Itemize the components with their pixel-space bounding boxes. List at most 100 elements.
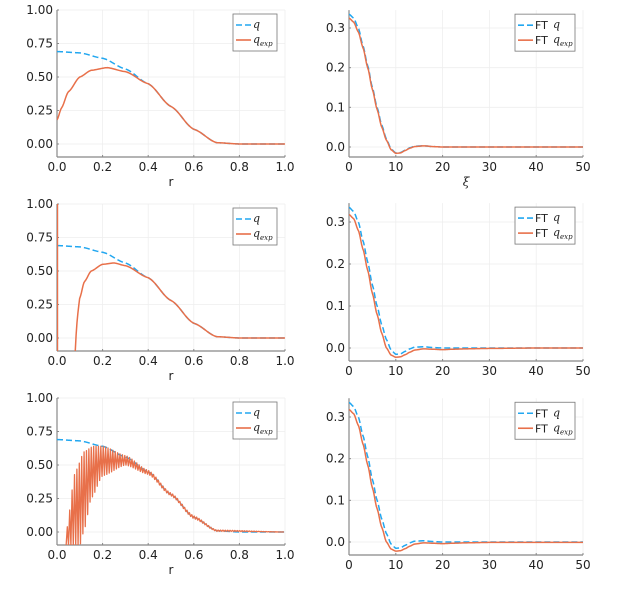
legend-label-prefix: FT bbox=[535, 19, 548, 32]
legend-label: q bbox=[253, 406, 260, 419]
series-q_exp bbox=[57, 66, 285, 145]
legend-label: q bbox=[253, 33, 260, 46]
x-tick-label: 0.0 bbox=[47, 354, 66, 368]
legend-label-prefix: FT bbox=[535, 407, 548, 420]
y-tick-label: 1.00 bbox=[26, 3, 53, 17]
legend-label-subscript: exp bbox=[560, 428, 573, 436]
x-tick-label: 10 bbox=[388, 160, 403, 174]
series-q bbox=[57, 244, 285, 339]
y-tick-label: 0.25 bbox=[26, 492, 53, 506]
series-ft-q_exp bbox=[349, 213, 583, 358]
legend: qq exp bbox=[232, 207, 278, 246]
legend: FT qFT q exp bbox=[514, 13, 576, 52]
x-tick-label: 50 bbox=[575, 160, 590, 174]
x-tick-label: 0.6 bbox=[184, 160, 203, 174]
legend-label: q bbox=[553, 421, 560, 434]
x-tick-label: 40 bbox=[529, 160, 544, 174]
y-tick-label: 0.00 bbox=[26, 525, 53, 539]
series-group bbox=[349, 401, 583, 552]
subplot-row3-left: 0.0 0.2 0.4 0.6 0.8 1.0 0.00 0.25 0.50 0.75 1.00 r q… bbox=[26, 391, 294, 577]
x-tick-label: 30 bbox=[482, 364, 497, 378]
legend-label: q bbox=[553, 211, 560, 224]
legend-label: q bbox=[253, 212, 260, 225]
x-tick-label: 0 bbox=[345, 160, 353, 174]
series-group bbox=[57, 50, 285, 145]
y-tick-label: 0.0 bbox=[326, 535, 345, 549]
y-tick-label: 0.50 bbox=[26, 70, 53, 84]
legend-label-subscript: exp bbox=[560, 233, 573, 241]
x-tick-label: 1.0 bbox=[275, 548, 294, 562]
x-tick-label: 0.6 bbox=[184, 354, 203, 368]
y-tick-label: 0.75 bbox=[26, 425, 53, 439]
series-group bbox=[57, 204, 285, 351]
x-tick-label: 0.6 bbox=[184, 548, 203, 562]
legend: FT qFT q exp bbox=[514, 401, 576, 440]
y-tick-label: 0.3 bbox=[326, 215, 345, 229]
x-tick-label: 0.4 bbox=[139, 160, 158, 174]
x-tick-label: 0.2 bbox=[93, 354, 112, 368]
y-tick-label: 1.00 bbox=[26, 391, 53, 405]
legend-label: q bbox=[553, 226, 560, 239]
x-tick-label: 10 bbox=[388, 364, 403, 378]
series-group bbox=[349, 206, 583, 358]
x-tick-label: 50 bbox=[575, 364, 590, 378]
subplot-row3-right: 0 10 20 30 40 500.00.10.20.3 FT qFT q exp bbox=[326, 398, 591, 572]
y-tick-label: 0.25 bbox=[26, 104, 53, 118]
x-tick-label: 0.8 bbox=[230, 548, 249, 562]
y-tick-label: 0.00 bbox=[26, 331, 53, 345]
y-tick-label: 0.1 bbox=[326, 100, 345, 114]
y-tick-label: 0.1 bbox=[326, 493, 345, 507]
series-q_exp bbox=[74, 262, 285, 351]
y-tick-label: 0.3 bbox=[326, 21, 345, 35]
series-ft-q_exp bbox=[349, 17, 583, 155]
x-tick-label: 40 bbox=[529, 558, 544, 572]
legend-label-prefix: FT bbox=[535, 34, 548, 47]
series-group bbox=[57, 438, 285, 545]
x-tick-label: 20 bbox=[435, 160, 450, 174]
x-tick-label: 10 bbox=[388, 558, 403, 572]
legend-label-subscript: exp bbox=[260, 234, 273, 242]
legend-label: q bbox=[553, 18, 560, 31]
legend: FT qFT q exp bbox=[514, 206, 576, 245]
x-axis-label: r bbox=[169, 175, 174, 189]
subplot-row2-right: 0 10 20 30 40 500.00.10.20.3 FT qFT q exp bbox=[326, 203, 591, 378]
y-tick-label: 0.75 bbox=[26, 37, 53, 51]
y-tick-label: 0.75 bbox=[26, 231, 53, 245]
y-tick-label: 0.0 bbox=[326, 140, 345, 154]
x-tick-label: 30 bbox=[482, 160, 497, 174]
x-axis-label: r bbox=[169, 369, 174, 383]
x-axis-label: ξ bbox=[463, 175, 471, 189]
legend-label-subscript: exp bbox=[560, 40, 573, 48]
y-tick-label: 0.25 bbox=[26, 298, 53, 312]
legend-label-subscript: exp bbox=[260, 40, 273, 48]
legend-label-prefix: FT bbox=[535, 227, 548, 240]
x-tick-label: 1.0 bbox=[275, 160, 294, 174]
x-tick-label: 0.0 bbox=[47, 548, 66, 562]
x-axis-label: r bbox=[169, 563, 174, 577]
subplot-row2-left: 0.0 0.2 0.4 0.6 0.8 1.0 0.00 0.25 0.50 0.75 1.00 r q… bbox=[26, 197, 294, 383]
x-tick-label: 50 bbox=[575, 558, 590, 572]
series-q-exp-oscillating bbox=[65, 445, 284, 545]
series-group bbox=[349, 13, 583, 155]
x-tick-label: 0.4 bbox=[139, 354, 158, 368]
subplot-row1-left: 0.0 0.2 0.4 0.6 0.8 1.0 0.00 0.25 0.50 0.75 1.00 r q… bbox=[26, 3, 294, 189]
y-tick-label: 0.2 bbox=[326, 61, 345, 75]
legend-label-prefix: FT bbox=[535, 212, 548, 225]
y-tick-label: 1.00 bbox=[26, 197, 53, 211]
x-tick-label: 40 bbox=[529, 364, 544, 378]
legend-label: q bbox=[253, 18, 260, 31]
legend-label: q bbox=[553, 406, 560, 419]
legend-label: q bbox=[253, 421, 260, 434]
y-tick-label: 0.50 bbox=[26, 264, 53, 278]
series-q bbox=[57, 50, 285, 145]
y-tick-label: 0.00 bbox=[26, 137, 53, 151]
x-tick-label: 1.0 bbox=[275, 354, 294, 368]
y-tick-label: 0.2 bbox=[326, 452, 345, 466]
legend: qq exp bbox=[232, 401, 278, 440]
y-tick-label: 0.1 bbox=[326, 299, 345, 313]
legend: qq exp bbox=[232, 13, 278, 52]
legend-label-subscript: exp bbox=[260, 428, 273, 436]
